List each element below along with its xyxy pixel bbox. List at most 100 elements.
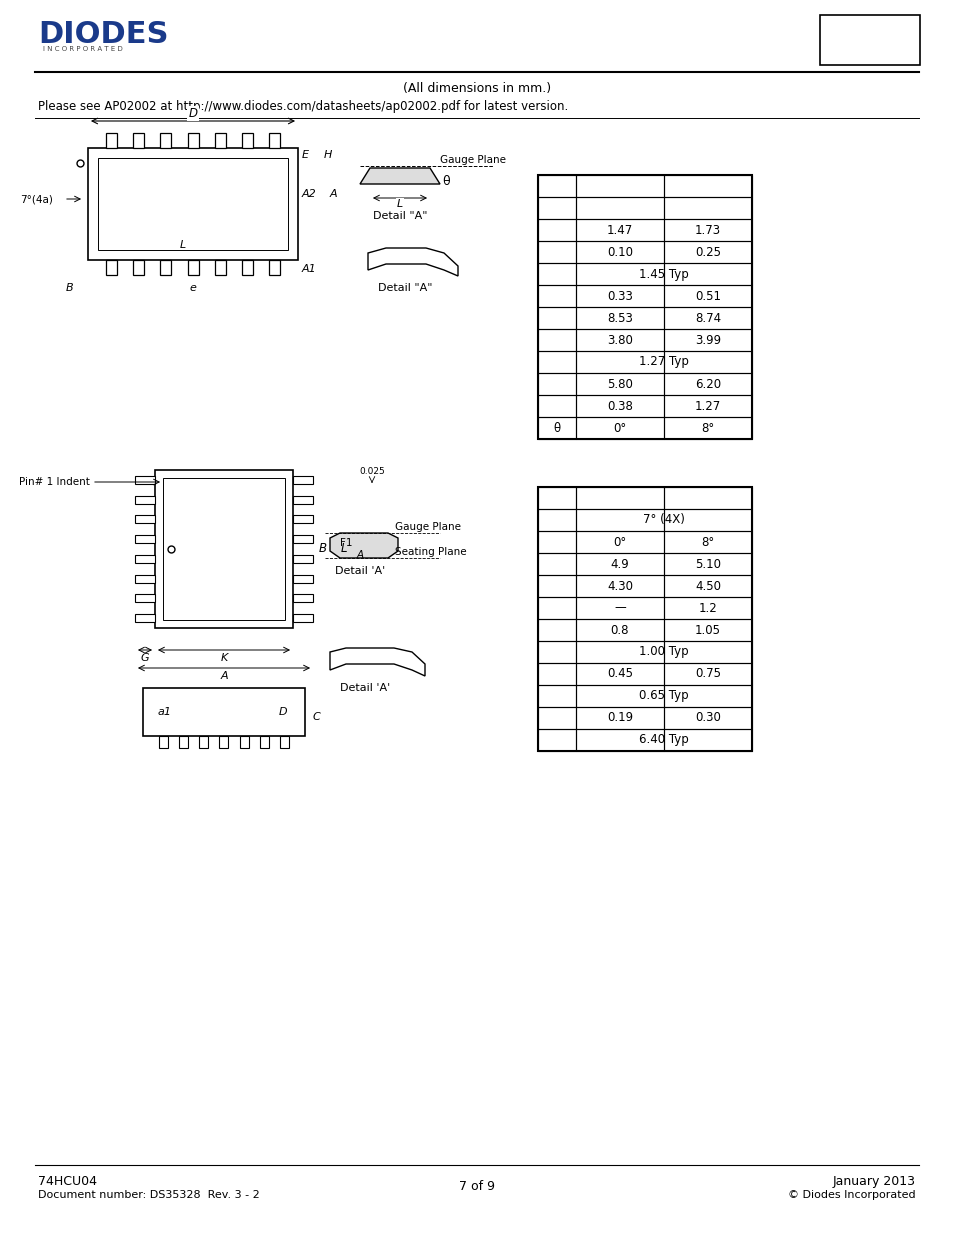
Bar [537, 531, 576, 553]
Text: G: G [140, 653, 150, 663]
Bar [537, 509, 576, 531]
Text: A2: A2 [302, 189, 316, 199]
Bar [663, 395, 751, 417]
Bar [663, 509, 751, 531]
Bar [199, 736, 208, 748]
Text: 1.00 Typ: 1.00 Typ [639, 646, 688, 658]
Text: 6.20: 6.20 [694, 378, 720, 390]
Text: F1: F1 [339, 538, 352, 548]
Bar [663, 219, 751, 241]
Bar [576, 417, 663, 438]
Bar [576, 263, 663, 285]
Text: D: D [189, 107, 197, 120]
Bar [135, 535, 154, 543]
Bar [537, 395, 576, 417]
Bar [188, 261, 198, 275]
Bar [576, 487, 663, 509]
Bar [98, 158, 288, 249]
Text: Gauge Plane: Gauge Plane [439, 156, 505, 165]
Bar [663, 329, 751, 351]
Bar [663, 729, 751, 751]
Bar [576, 373, 663, 395]
Bar [537, 706, 576, 729]
Text: 0.025: 0.025 [358, 467, 384, 475]
Text: 4.30: 4.30 [606, 579, 633, 593]
Bar [241, 133, 253, 148]
Text: Seating Plane: Seating Plane [395, 547, 466, 557]
Bar [537, 641, 576, 663]
Bar [663, 487, 751, 509]
Bar [219, 736, 229, 748]
Text: 1.47: 1.47 [606, 224, 633, 236]
Bar [293, 594, 313, 603]
Text: 0.65 Typ: 0.65 Typ [639, 689, 688, 703]
Bar [663, 417, 751, 438]
Text: 0°: 0° [613, 421, 626, 435]
Bar [537, 487, 576, 509]
Bar [135, 574, 154, 583]
Bar [133, 133, 144, 148]
Text: 0°: 0° [613, 536, 626, 548]
Bar [537, 219, 576, 241]
Text: 7 of 9: 7 of 9 [458, 1179, 495, 1193]
Bar [537, 241, 576, 263]
Text: 8.53: 8.53 [606, 311, 632, 325]
Text: 5.10: 5.10 [695, 557, 720, 571]
Text: 0.75: 0.75 [695, 667, 720, 680]
Bar [537, 351, 576, 373]
Bar [537, 729, 576, 751]
Bar [663, 576, 751, 597]
Text: B: B [318, 542, 327, 556]
Text: 6.40 Typ: 6.40 Typ [639, 734, 688, 746]
Bar [179, 736, 188, 748]
Bar [537, 373, 576, 395]
Bar [537, 685, 576, 706]
Text: 74HCU04: 74HCU04 [38, 1174, 97, 1188]
Bar [214, 261, 226, 275]
Text: —: — [614, 601, 625, 615]
Bar [537, 175, 576, 198]
Text: Detail 'A': Detail 'A' [335, 566, 385, 576]
Bar [537, 487, 751, 751]
Bar [576, 641, 663, 663]
Text: H: H [324, 149, 332, 161]
Bar [663, 706, 751, 729]
Bar [239, 736, 249, 748]
Text: 1.05: 1.05 [695, 624, 720, 636]
Text: L: L [180, 240, 186, 249]
Bar [576, 395, 663, 417]
Text: 0.38: 0.38 [606, 399, 632, 412]
Text: 7°(4a): 7°(4a) [20, 194, 52, 204]
Bar [576, 351, 663, 373]
Bar [663, 641, 751, 663]
Text: DIODES: DIODES [38, 20, 169, 49]
Text: 1.73: 1.73 [694, 224, 720, 236]
Bar [269, 133, 279, 148]
Bar [537, 308, 576, 329]
Text: Detail 'A': Detail 'A' [339, 683, 390, 693]
Bar [135, 475, 154, 484]
Bar [160, 261, 172, 275]
Text: 0.10: 0.10 [606, 246, 633, 258]
Bar [576, 285, 663, 308]
Text: Please see AP02002 at http://www.diodes.com/datasheets/ap02002.pdf for latest ve: Please see AP02002 at http://www.diodes.… [38, 100, 568, 112]
Bar [537, 417, 576, 438]
Bar [293, 495, 313, 504]
Bar [293, 475, 313, 484]
Text: 0.45: 0.45 [606, 667, 633, 680]
Bar [293, 614, 313, 622]
Text: 3.80: 3.80 [606, 333, 632, 347]
Bar [537, 285, 576, 308]
Bar [663, 685, 751, 706]
Bar [88, 148, 297, 261]
Bar [576, 308, 663, 329]
Bar [576, 175, 663, 198]
Text: 8°: 8° [700, 421, 714, 435]
Bar [576, 509, 663, 531]
Text: A1: A1 [302, 264, 316, 274]
Text: 3.99: 3.99 [694, 333, 720, 347]
Bar [269, 261, 279, 275]
Bar [163, 478, 285, 620]
Bar [106, 261, 117, 275]
Bar [537, 553, 576, 576]
